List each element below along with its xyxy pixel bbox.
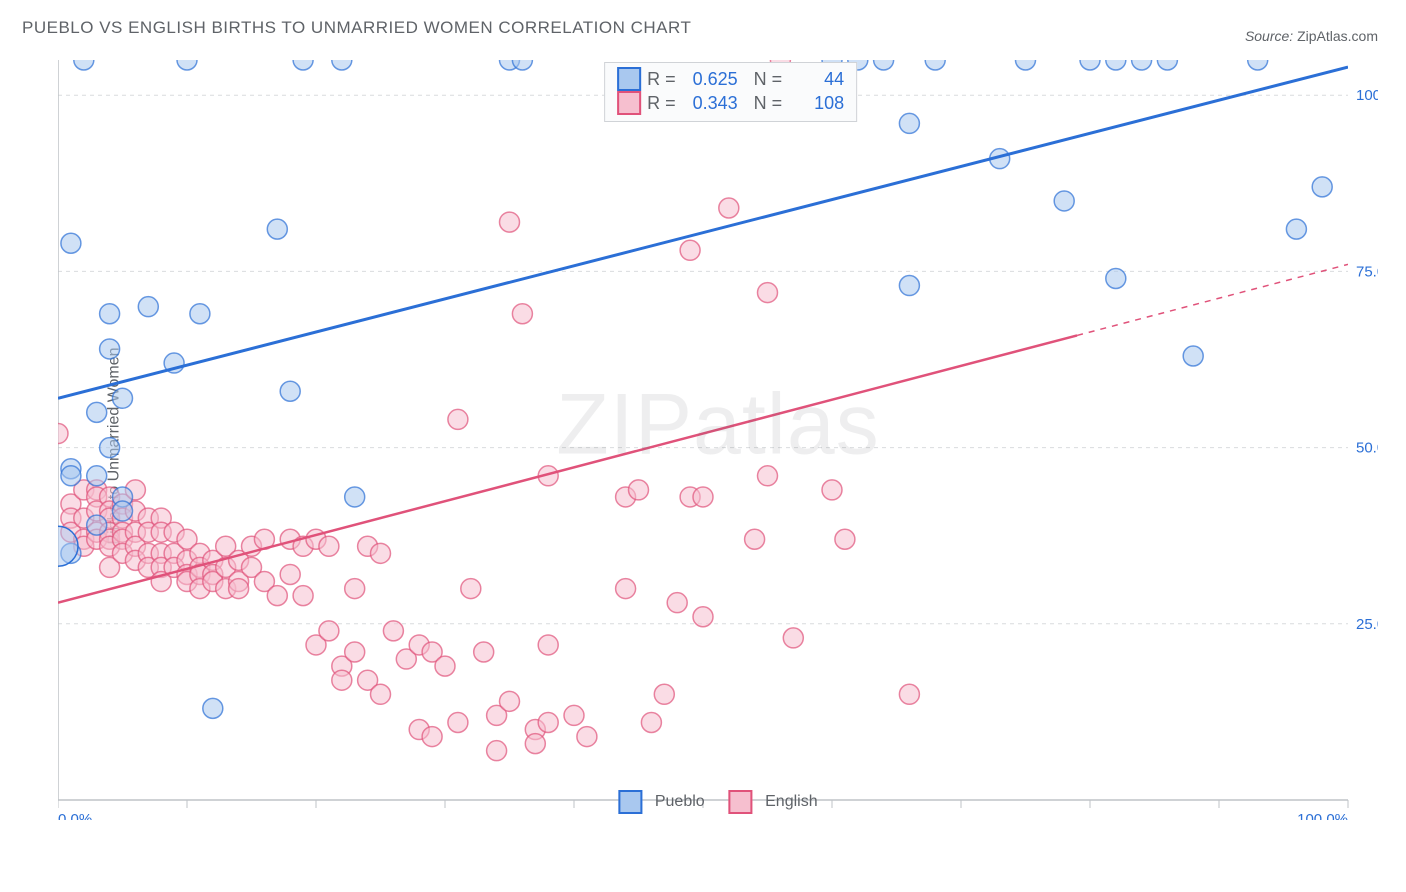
source-credit: Source: ZipAtlas.com — [1245, 28, 1378, 44]
svg-text:0.0%: 0.0% — [58, 811, 92, 820]
english-label: English — [765, 793, 817, 810]
english-swatch-bottom — [729, 790, 753, 814]
svg-text:25.0%: 25.0% — [1356, 616, 1378, 633]
source-label: Source: — [1245, 28, 1293, 44]
pueblo-n-value: 44 — [788, 67, 844, 91]
svg-text:100.0%: 100.0% — [1356, 87, 1378, 104]
page-title: PUEBLO VS ENGLISH BIRTHS TO UNMARRIED WO… — [22, 18, 691, 38]
pueblo-label: Pueblo — [655, 793, 705, 810]
r-label: R = — [647, 91, 676, 115]
stats-row-english: R = 0.343 N = 108 — [617, 91, 844, 115]
scatter-plot: 25.0% 50.0% 75.0% 100.0% 0.0% 100.0% — [58, 60, 1378, 820]
chart-container: ZIPatlas 25.0%50.0%75.0%100.0%0.0%100.0%… — [58, 60, 1378, 820]
english-swatch — [617, 91, 641, 115]
r-label: R = — [647, 67, 676, 91]
english-r-value: 0.343 — [682, 91, 738, 115]
english-n-value: 108 — [788, 91, 844, 115]
stats-row-pueblo: R = 0.625 N = 44 — [617, 67, 844, 91]
pueblo-swatch-bottom — [618, 790, 642, 814]
stats-legend: R = 0.625 N = 44 R = 0.343 N = 108 — [604, 62, 857, 122]
source-value: ZipAtlas.com — [1297, 28, 1378, 44]
n-label: N = — [754, 91, 783, 115]
bottom-legend: Pueblo English — [618, 790, 817, 814]
pueblo-r-value: 0.625 — [682, 67, 738, 91]
svg-text:50.0%: 50.0% — [1356, 440, 1378, 457]
pueblo-swatch — [617, 67, 641, 91]
svg-text:100.0%: 100.0% — [1297, 811, 1348, 820]
n-label: N = — [754, 67, 783, 91]
legend-item-pueblo: Pueblo — [618, 790, 704, 814]
svg-text:75.0%: 75.0% — [1356, 263, 1378, 280]
legend-item-english: English — [729, 790, 818, 814]
